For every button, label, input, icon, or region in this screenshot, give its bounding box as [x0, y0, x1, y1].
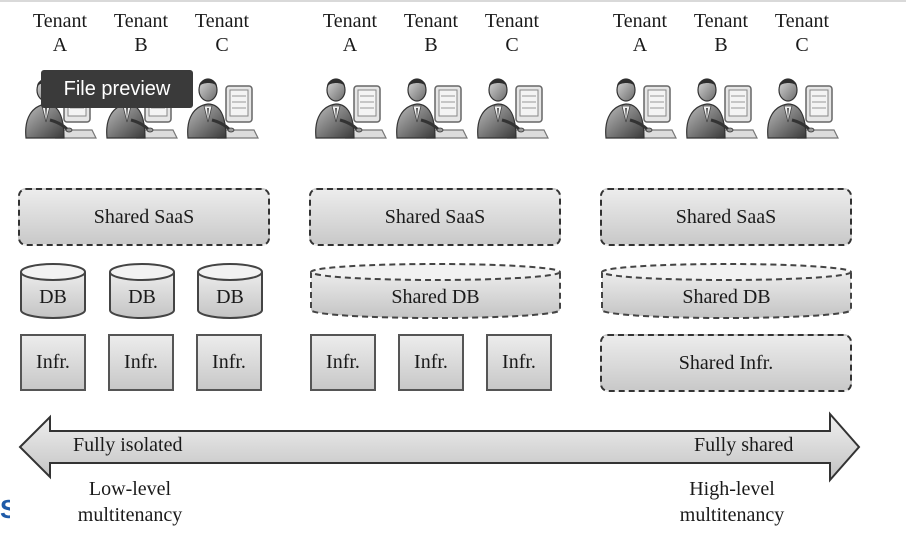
tenant-label-a: Tenant A — [32, 10, 88, 56]
shared-saas-box: Shared SaaS — [309, 188, 561, 246]
infrastructure-box: Infr. — [20, 334, 86, 391]
database-cylinder: DB — [19, 262, 87, 320]
database-icon — [109, 263, 175, 319]
infrastructure-box: Infr. — [398, 334, 464, 391]
fully-isolated-label: Fully isolated — [73, 434, 183, 456]
tenant-label-b: Tenant B — [113, 10, 169, 56]
shared-infrastructure-box: Shared Infr. — [600, 334, 852, 392]
database-icon — [20, 263, 86, 319]
top-border — [0, 0, 906, 2]
tenant-label-b: Tenant B — [403, 10, 459, 56]
shared-database-cylinder: Shared DB — [600, 262, 853, 320]
tenant-label-a: Tenant A — [322, 10, 378, 56]
database-icon — [197, 263, 263, 319]
fully-shared-label: Fully shared — [694, 434, 794, 456]
file-preview-badge[interactable]: File preview — [41, 70, 193, 108]
tenant-label-c: Tenant C — [774, 10, 830, 56]
tenant-label-a: Tenant A — [612, 10, 668, 56]
low-level-multitenancy-caption: Low-level multitenancy — [77, 478, 183, 526]
database-cylinder: DB — [196, 262, 264, 320]
database-icon — [310, 263, 561, 320]
database-cylinder: DB — [108, 262, 176, 320]
database-icon — [601, 263, 852, 320]
infrastructure-box: Infr. — [310, 334, 376, 391]
infrastructure-box: Infr. — [486, 334, 552, 391]
high-level-multitenancy-caption: High-level multitenancy — [679, 478, 785, 526]
partial-logo: S — [0, 494, 10, 524]
tenant-label-b: Tenant B — [693, 10, 749, 56]
shared-database-cylinder: Shared DB — [309, 262, 562, 320]
shared-saas-box: Shared SaaS — [600, 188, 852, 246]
tenant-label-c: Tenant C — [484, 10, 540, 56]
infrastructure-box: Infr. — [196, 334, 262, 391]
infrastructure-box: Infr. — [108, 334, 174, 391]
shared-saas-box: Shared SaaS — [18, 188, 270, 246]
tenant-label-c: Tenant C — [194, 10, 250, 56]
